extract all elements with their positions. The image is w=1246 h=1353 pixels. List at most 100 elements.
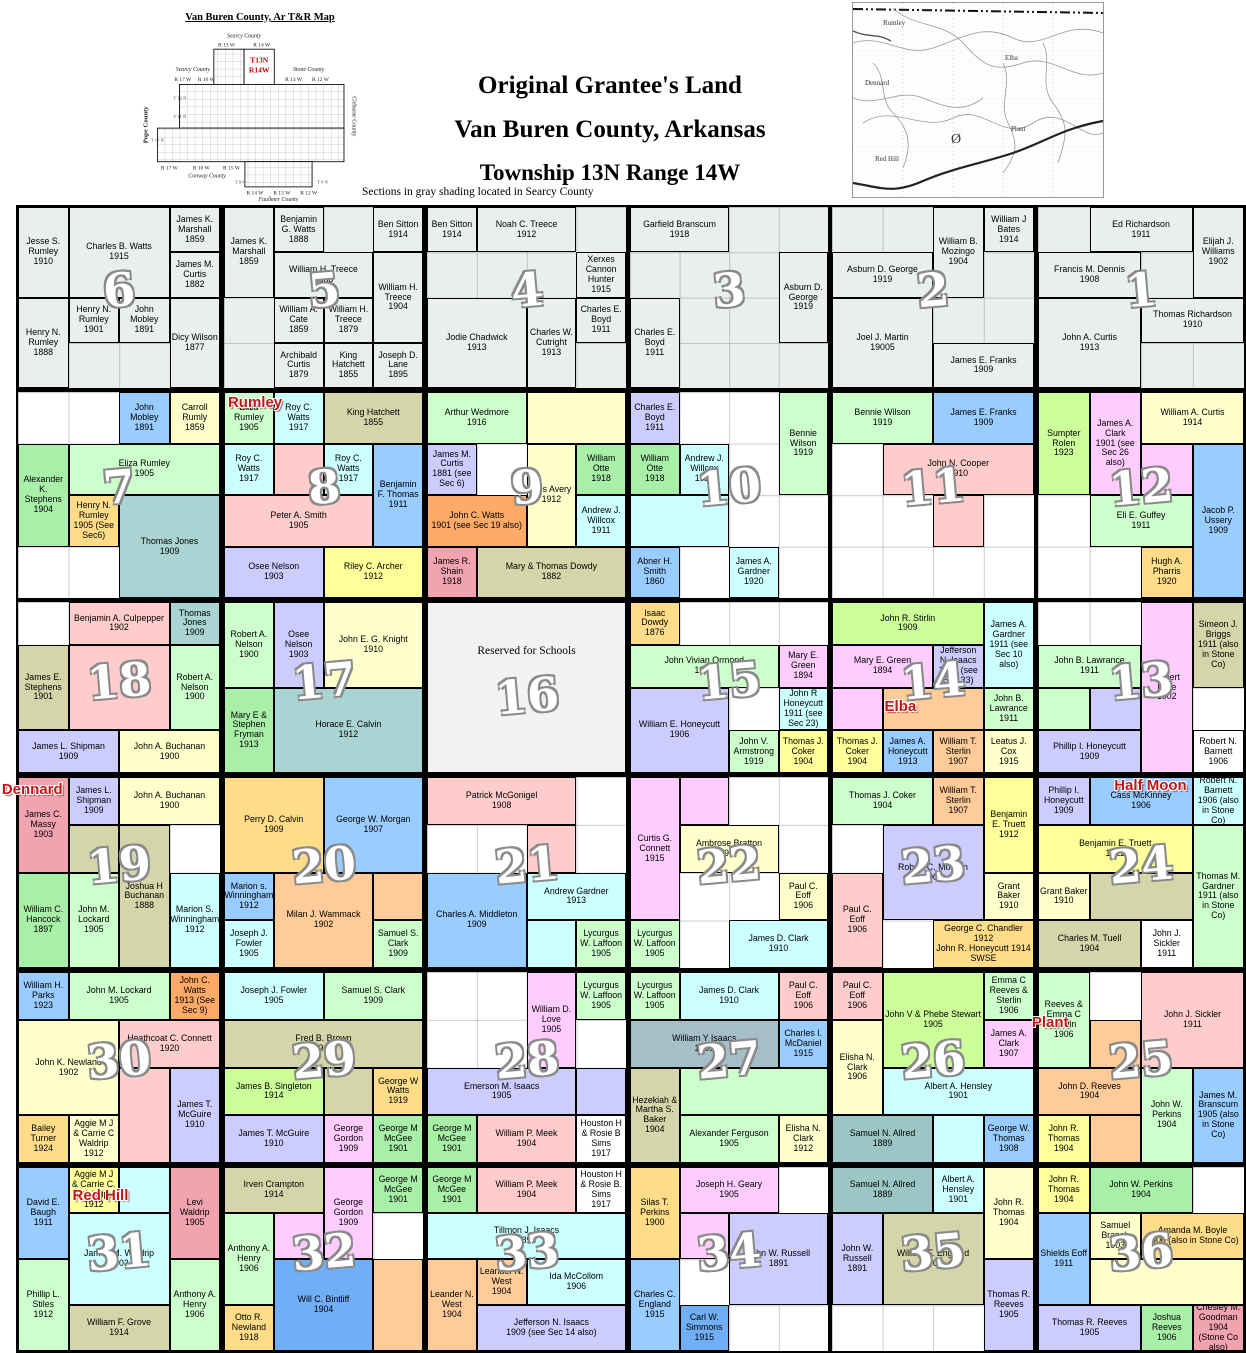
- parcel-blank: [933, 495, 984, 547]
- parcel-grantee-name: William T. Sterlin: [939, 735, 977, 756]
- parcel-grant-year: 1904: [1079, 943, 1100, 954]
- section-5: James K. Marshall 1859 Benjamin G. Watts 18…: [222, 205, 425, 390]
- parcel-grant-year: 1905: [541, 1023, 562, 1034]
- parcel-blank: [273, 443, 324, 495]
- parcel-william-h-parks: William H. Parks 1923: [18, 972, 69, 1020]
- parcel-john-k-newland: John K. Newland 1902: [18, 1019, 119, 1116]
- parcel-john-a-curtis: John A. Curtis 1913: [1038, 297, 1141, 388]
- label-r12-bot: R 12 W: [300, 190, 318, 196]
- parcel-grantee-name: William F. Grove: [86, 1317, 152, 1328]
- parcel-grantee-name: James A. Clark: [990, 1027, 1027, 1048]
- parcel-grantee-name: John B. Lawrance: [1054, 655, 1125, 666]
- parcel-hugh-a-pharris: Hugh A. Pharris 1920: [1141, 546, 1193, 598]
- parcel-grantee-name: John W. Perkins: [1150, 1099, 1183, 1120]
- parcel-will-c-bintliff: Will C. Bintliff 1904: [273, 1259, 374, 1351]
- parcel-george-w-morgan: George W. Morgan 1907: [323, 777, 423, 873]
- parcel-grant-year: 1905: [184, 1216, 205, 1227]
- parcel-grantee-name: Eliza Rumley: [233, 401, 264, 422]
- parcel-grant-year: 1915: [109, 251, 129, 262]
- parcel-leatus-j-cox: Leatus J. Cox 1915: [983, 730, 1034, 773]
- parcel-grant-baker: Grant Baker 1910: [1038, 872, 1090, 921]
- parcel-john-r-thomas: John R. Thomas 1904: [1038, 1167, 1090, 1213]
- parcel-grant-year: 1909: [973, 416, 994, 427]
- parcel-grantee-name: William H. Treece: [378, 281, 418, 302]
- parcel-paul-c-eoff: Paul C. Eoff 1906: [832, 872, 883, 968]
- section-34: Silas T. Perkins 1900 Joseph H. Geary 1905 J…: [628, 1165, 830, 1353]
- parcel-grantee-name: Roy C. Watts: [235, 453, 263, 474]
- parcel-grant-year: 1903: [288, 648, 309, 659]
- parcel-grantee-name: Archibald Curtis: [280, 349, 317, 370]
- parcel-john-j-sickler: John J. Sickler 1911: [1141, 920, 1193, 968]
- parcel-grantee-name: James E. Stephens: [24, 671, 62, 692]
- parcel-grant-year: 1904: [388, 301, 408, 312]
- section-35: Samuel N. Allred 1889 Albert A. Hensley 190…: [830, 1165, 1036, 1353]
- parcel-grantee-name: Aggie M J & Carrie C. Waldrip: [71, 1169, 116, 1199]
- parcel-grantee-name: Thomas Jones: [140, 535, 199, 546]
- parcel-grant-year: 1907: [719, 847, 739, 858]
- parcel-emma-c-reeves-sterlin: Emma C Reeves & Sterlin 1906: [983, 972, 1034, 1020]
- parcel-grant-year: 1904: [491, 1285, 512, 1296]
- parcel-grantee-name: Samuel Branch: [1100, 1220, 1131, 1241]
- parcel-henry-n-rumley: Henry N. Rumley 1905 (See Sec6): [68, 495, 119, 547]
- parcel-patrick-mcgonigel: Patrick McGonigel 1908: [427, 777, 577, 825]
- parcel-grantee-name: John J. Sickler: [1152, 928, 1181, 949]
- parcel-john-m-lockard: John M. Lockard 1905: [68, 872, 119, 968]
- section-36: John R. Thomas 1904 John W. Perkins 1904 Shi…: [1036, 1165, 1246, 1353]
- parcel-grantee-name: Paul C. Eoff: [788, 980, 818, 1000]
- parcel-blank: [882, 687, 984, 731]
- parcel-garfield-branscum: Garfield Branscum 1918: [630, 207, 729, 253]
- parcel-houston-h-rosie-b-sims: Houston H & Rosie B Sims 1917: [576, 1115, 626, 1163]
- parcel-mary-e-stephen-fryman: Mary E & Stephen Fryman 1913: [224, 687, 274, 773]
- parcel-grantee-name: James L. Shipman: [32, 740, 105, 751]
- parcel-reserved-for-schools: Reserved for Schools: [427, 602, 626, 773]
- parcel-grantee-name: John R. Thomas: [992, 1197, 1025, 1218]
- parcel-grantee-name: Bennie Wilson: [854, 406, 911, 417]
- parcel-grantee-name: Charles E. Boyd: [580, 304, 622, 325]
- parcel-grantee-name: George Gordon: [333, 1197, 364, 1218]
- parcel-grant-year: 1905: [719, 1138, 739, 1149]
- parcel-grantee-name: Benjamin F. Thomas: [377, 479, 419, 500]
- parcel-amanda-m-boyle: Amanda M. Boyle 1900 (also in Stone Co): [1141, 1213, 1244, 1259]
- parcel-james-a-clark: James A. Clark 1901 (see Sec 26 also): [1089, 392, 1141, 495]
- parcel-blank: [68, 644, 170, 731]
- parcel-charles-b-watts: Charles B. Watts 1915: [68, 207, 170, 298]
- page-title: Original Grantee's Land: [478, 72, 742, 99]
- parcel-grant-year: 1920: [159, 1042, 180, 1053]
- parcel-grant-year: 1903: [33, 828, 54, 839]
- parcel-charles-a-middleton: Charles A. Middleton 1909: [427, 872, 527, 968]
- parcel-grant-year: 1906: [998, 1004, 1019, 1015]
- parcel-grant-year: 1882: [184, 278, 205, 289]
- parcel-ed-richardson: Ed Richardson 1911: [1089, 207, 1193, 253]
- parcel-heathcoat-c-connett: Heathcoat C. Connett 1920: [119, 1019, 220, 1068]
- parcel-william-a-cate: William A. Cate 1859: [273, 297, 324, 343]
- parcel-grantee-name: John Vivian Ormond: [664, 655, 745, 666]
- parcel-james-a-gardner: James A. Gardner 1911 (see Sec 10 also): [983, 602, 1034, 688]
- parcel-john-w-perkins: John W. Perkins 1904: [1089, 1167, 1193, 1213]
- section-17: Robert A. Nelson 1900 Osee Nelson 1903 John …: [222, 600, 425, 775]
- parcel-james-c-massy: James C. Massy 1903: [18, 777, 69, 873]
- parcel-grant-year: 1918: [644, 473, 665, 484]
- parcel-thomas-r-reeves: Thomas R. Reeves 1905: [983, 1259, 1034, 1351]
- parcel-grantee-name: Lycurgus W. Laffoon: [633, 980, 676, 1000]
- parcel-grant-year: 1905: [109, 994, 129, 1005]
- parcel-grantee-name: John R. Thomas: [1047, 1123, 1080, 1144]
- parcel-william-d-love: William D. Love 1905: [526, 972, 577, 1068]
- parcel-grantee-name: James M. Waldrip: [83, 1248, 155, 1259]
- parcel-john-a-buchanan: John A. Buchanan 1900: [119, 730, 220, 773]
- parcel-george-gordon: George Gordon 1909: [323, 1167, 374, 1259]
- section-13: John B. Lawrance 1911 Robert Love 1902 Simeo…: [1036, 600, 1246, 775]
- parcel-grantee-name: Charles M. Tuell: [1057, 933, 1122, 944]
- parcel-grantee-name: Abner H. Smith: [637, 556, 673, 577]
- parcel-grant-year: 1909: [83, 804, 104, 815]
- parcel-andrew-j-willcox: Andrew J. Willcox 1911: [576, 495, 626, 547]
- parcel-carroll-rumly: Carroll Rumly 1859: [169, 392, 220, 444]
- town-label-rumley: Rumley: [227, 394, 283, 412]
- parcel-grant-year: 1923: [33, 999, 54, 1010]
- parcel-joshua-reeves: Joshua Reeves 1906: [1141, 1305, 1193, 1351]
- parcel-grant-year: 1911: [1157, 948, 1177, 959]
- parcel-grantee-name: Elisha N. Clark: [839, 1051, 875, 1072]
- section-22: Curtis G. Connett 1915 Ambrose Bratton 1907…: [628, 775, 830, 970]
- parcel-joseph-d-lane: Joseph D. Lane 1895: [373, 342, 423, 388]
- parcel-grantee-name: Bennie Wilson: [789, 427, 817, 448]
- parcel-grantee-name: William F. England: [896, 1248, 970, 1259]
